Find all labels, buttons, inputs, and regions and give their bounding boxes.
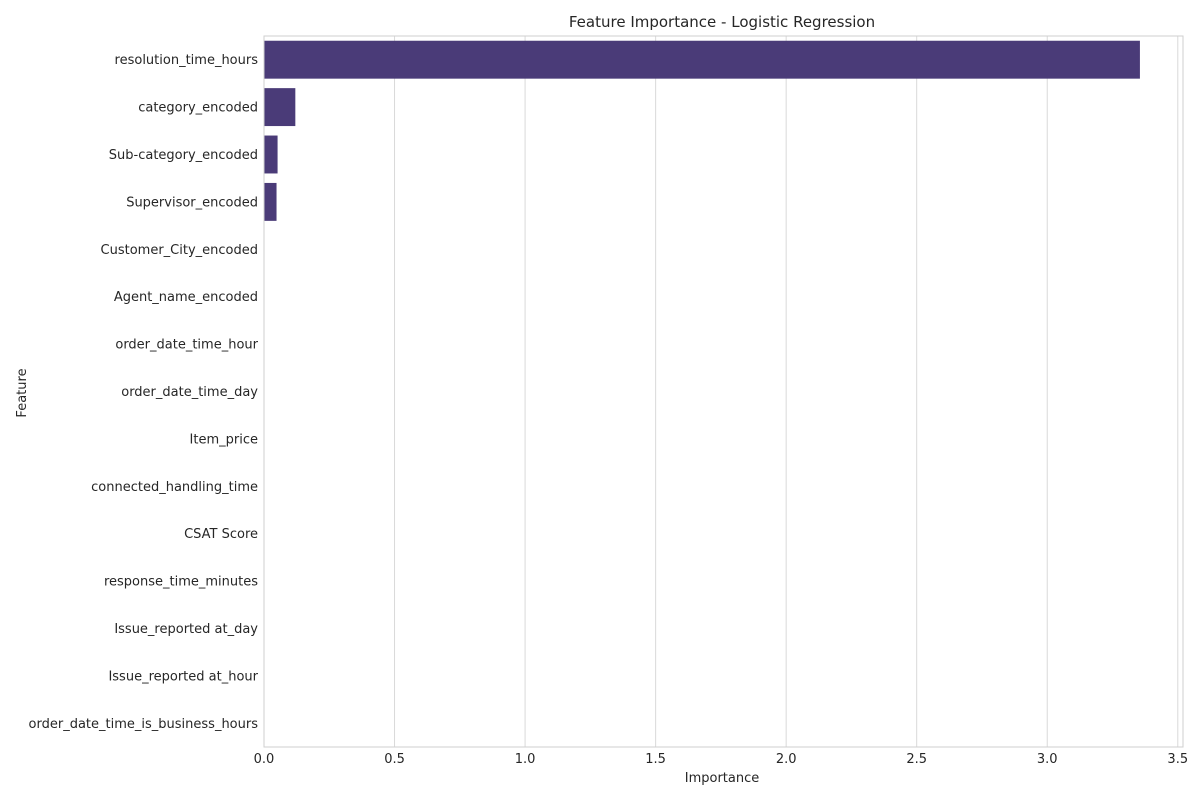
bar: [264, 40, 1140, 79]
x-tick-label: 0.5: [384, 752, 405, 767]
chart-title: Feature Importance - Logistic Regression: [569, 13, 875, 31]
x-tick-label: 1.5: [645, 752, 666, 767]
y-tick-label: order_date_time_hour: [115, 338, 258, 353]
y-tick-label: Item_price: [190, 432, 258, 447]
x-tick-label: 3.0: [1037, 752, 1058, 767]
axis-layer: 0.0 0.5 1.0 1.5 2.0 2.5 3.0 3.5 resolution_time_…: [29, 35, 1188, 767]
y-axis-label: Feature: [15, 368, 30, 417]
y-tick-label: Sub-category_encoded: [109, 148, 258, 163]
y-tick-label: category_encoded: [138, 101, 258, 116]
y-tick-label: order_date_time_is_business_hours: [29, 717, 259, 732]
x-tick-label: 1.0: [515, 752, 536, 767]
y-tick-label: Issue_reported at_day: [114, 622, 258, 637]
y-tick-label: Issue_reported at_hour: [108, 669, 258, 684]
x-tick-label: 2.0: [776, 752, 797, 767]
y-tick-label: Agent_name_encoded: [114, 290, 258, 305]
y-tick-label: connected_handling_time: [91, 480, 258, 495]
y-tick-label: resolution_time_hours: [115, 53, 259, 68]
bar: [264, 182, 277, 221]
grid-layer: [263, 36, 1179, 747]
y-tick-label: order_date_time_day: [121, 385, 258, 400]
bar: [264, 135, 278, 174]
y-tick-label: response_time_minutes: [104, 575, 258, 590]
y-tick-label: CSAT Score: [184, 527, 258, 542]
x-tick-label: 2.5: [906, 752, 927, 767]
plot-frame: [263, 35, 1184, 748]
bar: [264, 88, 296, 127]
y-tick-label: Customer_City_encoded: [101, 243, 258, 258]
y-tick-label: Supervisor_encoded: [126, 195, 258, 210]
bar-layer: [264, 40, 1140, 221]
x-tick-label: 3.5: [1167, 752, 1188, 767]
x-axis-label: Importance: [685, 771, 760, 786]
x-tick-label: 0.0: [254, 752, 275, 767]
